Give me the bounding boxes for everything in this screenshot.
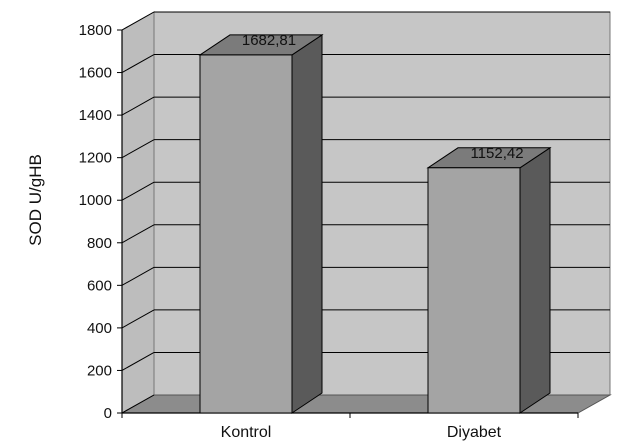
data-label: 1152,42 (470, 145, 523, 162)
y-tick-label: 1000 (79, 192, 112, 209)
gridline-depth (121, 309, 155, 329)
y-tick-label: 200 (87, 362, 112, 379)
gridline-depth (121, 224, 155, 244)
x-tick-label: Diyabet (447, 424, 502, 441)
gridline-depth (121, 352, 155, 371)
y-tick-label: 1800 (79, 22, 112, 39)
y-tick-label: 600 (87, 277, 112, 294)
y-tick-label: 400 (87, 320, 112, 337)
gridline-depth (121, 394, 155, 414)
gridline-depth (121, 54, 155, 73)
y-tick-label: 0 (104, 405, 112, 422)
bar-side (291, 34, 323, 414)
y-tick-label: 1400 (79, 107, 112, 124)
gridline-depth (121, 181, 155, 201)
y-tick-label: 1200 (79, 150, 112, 167)
bar (427, 167, 521, 414)
gridline-depth (121, 96, 155, 116)
x-tick-label: Kontrol (221, 424, 272, 441)
y-axis-title: SOD U/gHB (26, 154, 45, 246)
data-label: 1682,81 (242, 32, 296, 49)
bar (199, 54, 293, 414)
chart-bars (198, 34, 552, 414)
y-tick-label: 800 (87, 235, 112, 252)
side-wall (121, 11, 155, 414)
chart-labels: 1682,81 Kontrol 1152,42 Diyabet (221, 32, 524, 441)
gridline-depth (121, 266, 155, 286)
bar-side (519, 146, 551, 414)
y-tick-label: 1600 (79, 65, 112, 82)
gridline-depth (121, 139, 155, 159)
gridline-depth (121, 11, 155, 31)
